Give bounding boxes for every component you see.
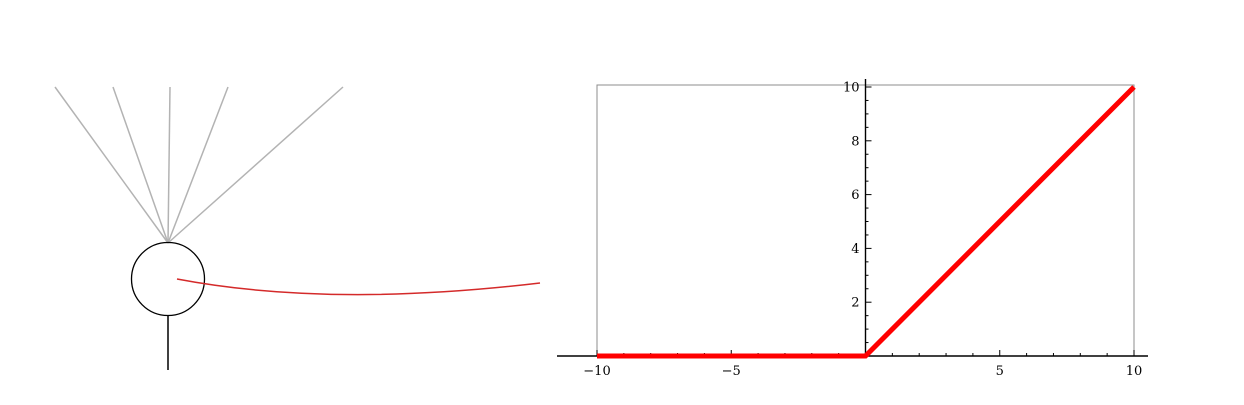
activation-connector xyxy=(176,278,541,296)
tick-labels: −10 −5 5 10 2 4 6 8 10 xyxy=(583,81,1142,380)
relu-line xyxy=(597,85,1136,359)
ticks xyxy=(596,86,1135,356)
input-line xyxy=(167,86,171,244)
neuron-body xyxy=(130,241,206,317)
y-tick-label: 4 xyxy=(851,242,859,257)
y-tick-label: 2 xyxy=(851,296,859,311)
y-tick-label: 10 xyxy=(843,81,860,96)
relu-chart: −10 −5 5 10 2 4 6 8 10 xyxy=(557,79,1148,379)
input-line xyxy=(112,86,169,244)
input-line xyxy=(167,86,344,244)
series xyxy=(597,85,1136,359)
x-tick-label: −10 xyxy=(583,364,610,379)
input-line xyxy=(167,86,229,244)
x-tick-label: −5 xyxy=(722,364,741,379)
x-tick-label: 10 xyxy=(1126,364,1143,379)
neuron-diagram xyxy=(54,86,541,370)
input-line xyxy=(54,86,169,244)
y-tick-label: 8 xyxy=(851,134,859,149)
y-tick-label: 6 xyxy=(851,188,859,203)
x-tick-label: 5 xyxy=(996,364,1004,379)
axes xyxy=(557,79,1148,358)
